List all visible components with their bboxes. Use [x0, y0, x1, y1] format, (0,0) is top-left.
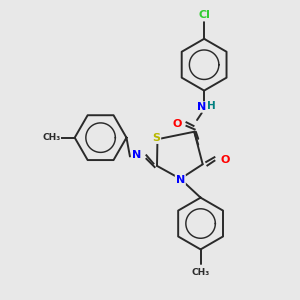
Text: N: N — [176, 175, 185, 185]
Text: S: S — [152, 133, 160, 143]
Text: Cl: Cl — [198, 10, 210, 20]
Text: N: N — [132, 150, 142, 160]
Text: CH₃: CH₃ — [42, 133, 60, 142]
Text: O: O — [172, 118, 182, 128]
Text: N: N — [197, 102, 206, 112]
Text: CH₃: CH₃ — [191, 268, 210, 278]
Text: H: H — [207, 101, 216, 111]
Text: O: O — [220, 154, 230, 165]
